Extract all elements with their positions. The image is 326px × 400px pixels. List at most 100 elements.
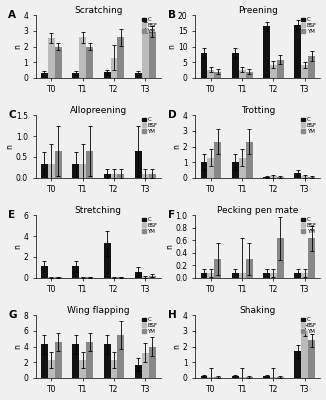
Bar <box>48 277 55 278</box>
Bar <box>308 238 315 278</box>
Bar <box>55 342 62 378</box>
Legend: C, BSF, YM: C, BSF, YM <box>141 17 158 35</box>
Text: C: C <box>8 110 16 120</box>
Legend: C, BSF, YM: C, BSF, YM <box>301 317 318 335</box>
Bar <box>117 335 124 378</box>
Bar <box>55 46 62 78</box>
Bar <box>200 376 207 378</box>
Bar <box>117 174 124 178</box>
Bar <box>79 37 86 78</box>
Bar <box>245 72 253 78</box>
Bar <box>207 158 214 178</box>
Bar <box>86 46 93 78</box>
Bar <box>111 58 117 78</box>
Title: Shaking: Shaking <box>240 306 276 314</box>
Bar <box>72 266 79 278</box>
Bar <box>308 177 315 178</box>
Bar <box>200 162 207 178</box>
Bar <box>135 73 142 78</box>
Bar <box>207 377 214 378</box>
Legend: C, BSF, YM: C, BSF, YM <box>141 117 158 135</box>
Bar <box>214 259 221 278</box>
Bar <box>55 277 62 278</box>
Bar <box>277 238 284 278</box>
Bar <box>277 177 284 178</box>
Bar <box>79 360 86 378</box>
Bar <box>294 273 301 278</box>
Bar <box>263 376 270 378</box>
Bar <box>41 164 48 178</box>
Bar <box>79 164 86 178</box>
Legend: C, BSF, YM: C, BSF, YM <box>301 217 318 235</box>
Bar <box>142 174 149 178</box>
Bar <box>214 72 221 78</box>
Bar <box>48 360 55 378</box>
Bar <box>111 360 117 378</box>
Bar <box>239 273 245 278</box>
Bar <box>41 344 48 378</box>
Bar <box>232 376 239 378</box>
Bar <box>142 28 149 78</box>
Bar <box>72 344 79 378</box>
Bar <box>294 351 301 378</box>
Bar <box>308 56 315 78</box>
Bar <box>263 26 270 78</box>
Bar <box>86 342 93 378</box>
Bar <box>86 277 93 278</box>
Bar <box>294 173 301 178</box>
Bar <box>72 73 79 78</box>
Title: Preening: Preening <box>238 6 278 14</box>
Bar <box>214 377 221 378</box>
Bar <box>55 151 62 178</box>
Bar <box>135 272 142 278</box>
Bar <box>135 364 142 378</box>
Title: Trotting: Trotting <box>241 106 275 114</box>
Title: Stretching: Stretching <box>75 206 122 214</box>
Text: E: E <box>8 210 15 220</box>
Text: H: H <box>168 310 176 320</box>
Legend: C, BSF, YM: C, BSF, YM <box>301 117 318 135</box>
Title: Allopreening: Allopreening <box>70 106 127 114</box>
Bar <box>301 331 308 378</box>
Bar <box>86 151 93 178</box>
Bar <box>149 32 156 78</box>
Bar <box>72 164 79 178</box>
Bar <box>142 353 149 378</box>
Bar <box>245 259 253 278</box>
Title: Pecking pen mate: Pecking pen mate <box>217 206 299 214</box>
Bar <box>239 70 245 78</box>
Bar <box>277 60 284 78</box>
Bar <box>117 37 124 78</box>
Bar <box>111 174 117 178</box>
Bar <box>270 176 277 178</box>
Bar <box>149 174 156 178</box>
Bar <box>277 377 284 378</box>
Bar <box>48 38 55 78</box>
Bar <box>294 25 301 78</box>
Y-axis label: n: n <box>13 344 22 349</box>
Bar <box>135 151 142 178</box>
Bar <box>301 176 308 178</box>
Bar <box>111 277 117 278</box>
Legend: C, BSF, YM: C, BSF, YM <box>141 217 158 235</box>
Text: A: A <box>8 10 16 20</box>
Bar <box>149 276 156 278</box>
Text: G: G <box>8 310 17 320</box>
Bar <box>245 377 253 378</box>
Bar <box>48 164 55 178</box>
Legend: C, BSF, YM: C, BSF, YM <box>301 17 318 35</box>
Bar <box>149 346 156 378</box>
Bar <box>104 344 111 378</box>
Y-axis label: n: n <box>168 44 177 49</box>
Bar <box>245 142 253 178</box>
Bar <box>41 266 48 278</box>
Title: Scratching: Scratching <box>74 6 123 14</box>
Bar <box>270 65 277 78</box>
Bar <box>270 273 277 278</box>
Bar <box>142 277 149 278</box>
Text: B: B <box>168 10 176 20</box>
Bar <box>263 273 270 278</box>
Bar <box>200 53 207 78</box>
Bar <box>214 142 221 178</box>
Bar <box>232 162 239 178</box>
